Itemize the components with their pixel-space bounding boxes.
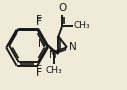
Text: F: F <box>36 68 42 78</box>
Text: O: O <box>58 3 67 13</box>
Text: F: F <box>36 65 42 75</box>
Text: F: F <box>36 17 42 27</box>
Text: CH₃: CH₃ <box>46 66 62 75</box>
Text: N: N <box>49 50 57 60</box>
Text: CH₃: CH₃ <box>74 21 91 30</box>
Text: F: F <box>36 15 42 25</box>
Text: N: N <box>69 42 77 52</box>
Text: N: N <box>38 39 46 49</box>
